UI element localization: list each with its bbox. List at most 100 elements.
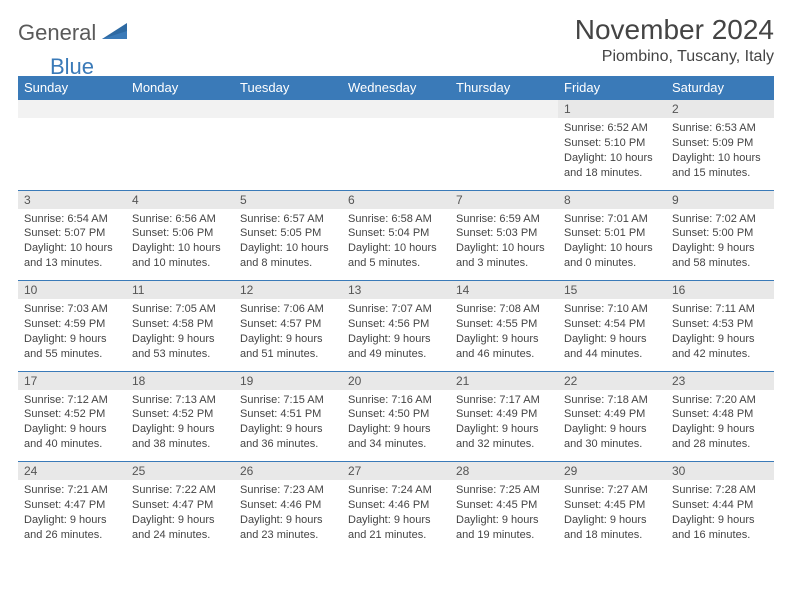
day-number: 26	[234, 462, 342, 481]
day-line: Sunset: 5:06 PM	[132, 226, 228, 241]
day-line: and 42 minutes.	[672, 347, 768, 362]
day-line: Sunset: 4:57 PM	[240, 317, 336, 332]
day-line: Sunset: 4:52 PM	[132, 407, 228, 422]
calendar-table: SundayMondayTuesdayWednesdayThursdayFrid…	[18, 76, 774, 552]
day-number: 18	[126, 371, 234, 390]
day-number: 22	[558, 371, 666, 390]
day-line: Sunset: 4:51 PM	[240, 407, 336, 422]
day-line: Sunrise: 6:52 AM	[564, 121, 660, 136]
day-line: and 18 minutes.	[564, 166, 660, 181]
day-line: and 15 minutes.	[672, 166, 768, 181]
day-line: Daylight: 9 hours	[348, 422, 444, 437]
day-number: 28	[450, 462, 558, 481]
day-line: Sunrise: 7:15 AM	[240, 393, 336, 408]
day-line: Sunrise: 6:59 AM	[456, 212, 552, 227]
daynum-row: 17181920212223	[18, 371, 774, 390]
day-number: 6	[342, 190, 450, 209]
day-line: Daylight: 9 hours	[240, 332, 336, 347]
day-line: Daylight: 9 hours	[24, 513, 120, 528]
content-row: Sunrise: 6:52 AMSunset: 5:10 PMDaylight:…	[18, 118, 774, 190]
day-line: Daylight: 9 hours	[672, 332, 768, 347]
day-number: 27	[342, 462, 450, 481]
day-line: and 24 minutes.	[132, 528, 228, 543]
day-line: and 5 minutes.	[348, 256, 444, 271]
day-content	[342, 118, 450, 190]
day-line: Sunrise: 7:20 AM	[672, 393, 768, 408]
day-number: 25	[126, 462, 234, 481]
logo-text-general: General	[18, 20, 96, 46]
day-number	[450, 100, 558, 119]
day-number: 24	[18, 462, 126, 481]
day-content: Sunrise: 7:17 AMSunset: 4:49 PMDaylight:…	[450, 390, 558, 462]
day-number: 7	[450, 190, 558, 209]
day-line: Sunrise: 7:18 AM	[564, 393, 660, 408]
day-line: Daylight: 10 hours	[564, 241, 660, 256]
day-line: Daylight: 9 hours	[348, 513, 444, 528]
day-content: Sunrise: 7:07 AMSunset: 4:56 PMDaylight:…	[342, 299, 450, 371]
day-line: Sunrise: 7:22 AM	[132, 483, 228, 498]
day-number: 10	[18, 281, 126, 300]
day-line: Daylight: 9 hours	[132, 332, 228, 347]
day-line: Daylight: 10 hours	[456, 241, 552, 256]
day-number	[234, 100, 342, 119]
day-line: Daylight: 9 hours	[132, 513, 228, 528]
day-number: 14	[450, 281, 558, 300]
day-line: Daylight: 9 hours	[24, 422, 120, 437]
day-number	[342, 100, 450, 119]
day-line: Daylight: 9 hours	[240, 422, 336, 437]
day-content: Sunrise: 7:11 AMSunset: 4:53 PMDaylight:…	[666, 299, 774, 371]
day-line: Sunset: 4:58 PM	[132, 317, 228, 332]
day-line: Daylight: 10 hours	[24, 241, 120, 256]
day-line: and 10 minutes.	[132, 256, 228, 271]
day-line: and 51 minutes.	[240, 347, 336, 362]
day-line: Daylight: 9 hours	[24, 332, 120, 347]
day-line: Sunset: 5:09 PM	[672, 136, 768, 151]
day-number	[18, 100, 126, 119]
day-line: Sunrise: 7:06 AM	[240, 302, 336, 317]
logo-text-blue: Blue	[50, 54, 94, 80]
day-line: Daylight: 9 hours	[672, 513, 768, 528]
daynum-row: 10111213141516	[18, 281, 774, 300]
day-number: 5	[234, 190, 342, 209]
day-line: Sunset: 4:50 PM	[348, 407, 444, 422]
day-line: and 55 minutes.	[24, 347, 120, 362]
day-line: Sunrise: 6:57 AM	[240, 212, 336, 227]
day-line: and 46 minutes.	[456, 347, 552, 362]
day-header: Friday	[558, 76, 666, 100]
day-line: Sunset: 4:45 PM	[564, 498, 660, 513]
day-content: Sunrise: 7:12 AMSunset: 4:52 PMDaylight:…	[18, 390, 126, 462]
day-content: Sunrise: 6:56 AMSunset: 5:06 PMDaylight:…	[126, 209, 234, 281]
day-line: Sunrise: 7:05 AM	[132, 302, 228, 317]
day-content: Sunrise: 7:05 AMSunset: 4:58 PMDaylight:…	[126, 299, 234, 371]
day-line: Sunset: 4:59 PM	[24, 317, 120, 332]
day-line: and 34 minutes.	[348, 437, 444, 452]
day-number: 20	[342, 371, 450, 390]
day-content: Sunrise: 7:23 AMSunset: 4:46 PMDaylight:…	[234, 480, 342, 552]
day-line: and 26 minutes.	[24, 528, 120, 543]
day-line: and 8 minutes.	[240, 256, 336, 271]
day-content: Sunrise: 7:22 AMSunset: 4:47 PMDaylight:…	[126, 480, 234, 552]
day-number: 19	[234, 371, 342, 390]
day-line: Sunrise: 6:54 AM	[24, 212, 120, 227]
day-line: Sunrise: 7:03 AM	[24, 302, 120, 317]
day-line: Sunset: 4:47 PM	[132, 498, 228, 513]
day-number: 4	[126, 190, 234, 209]
day-number: 9	[666, 190, 774, 209]
day-line: Sunset: 4:48 PM	[672, 407, 768, 422]
day-line: and 40 minutes.	[24, 437, 120, 452]
daynum-row: 12	[18, 100, 774, 119]
day-line: Sunset: 5:00 PM	[672, 226, 768, 241]
day-content: Sunrise: 7:21 AMSunset: 4:47 PMDaylight:…	[18, 480, 126, 552]
day-content: Sunrise: 7:20 AMSunset: 4:48 PMDaylight:…	[666, 390, 774, 462]
day-line: and 53 minutes.	[132, 347, 228, 362]
day-line: Sunrise: 7:21 AM	[24, 483, 120, 498]
day-header: Thursday	[450, 76, 558, 100]
day-line: and 58 minutes.	[672, 256, 768, 271]
day-line: Sunrise: 7:12 AM	[24, 393, 120, 408]
day-content: Sunrise: 6:53 AMSunset: 5:09 PMDaylight:…	[666, 118, 774, 190]
day-line: Sunrise: 7:01 AM	[564, 212, 660, 227]
day-line: and 36 minutes.	[240, 437, 336, 452]
day-content: Sunrise: 6:59 AMSunset: 5:03 PMDaylight:…	[450, 209, 558, 281]
day-content: Sunrise: 6:52 AMSunset: 5:10 PMDaylight:…	[558, 118, 666, 190]
day-line: Sunset: 4:49 PM	[456, 407, 552, 422]
